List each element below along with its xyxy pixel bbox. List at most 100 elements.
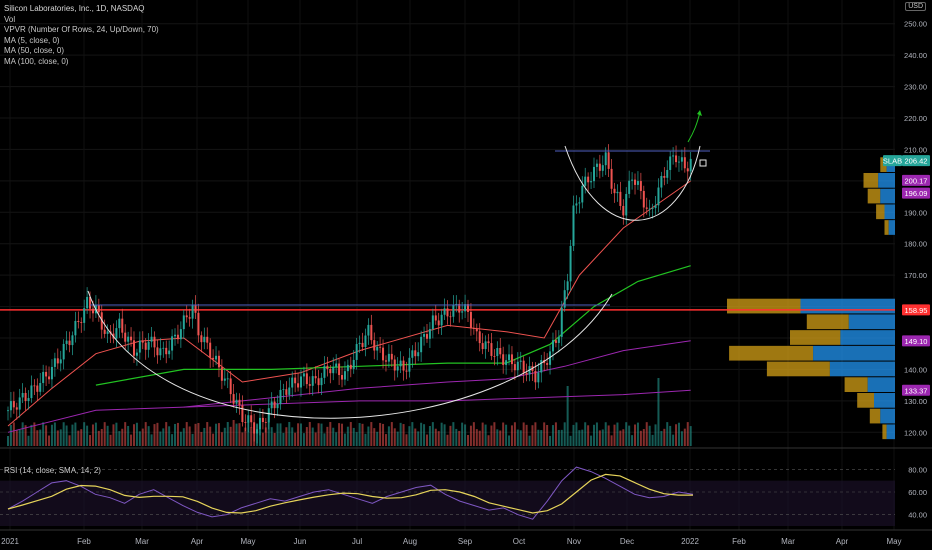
candle-body [215, 355, 218, 360]
rsi-pane: 80.00 60.00 40.00 [0, 465, 927, 526]
volume-bar [223, 427, 226, 446]
vpvr-bar-up [880, 408, 895, 424]
volume-bar [261, 432, 264, 446]
price-axis[interactable]: 120.00130.00140.00150.00160.00170.00180.… [883, 20, 930, 438]
candle-body [194, 304, 197, 313]
candle-body [484, 341, 487, 350]
ma-lower-line [7, 389, 691, 433]
candle-body [519, 360, 522, 362]
volume-bar [285, 427, 288, 446]
volume-bar [220, 432, 223, 446]
candle-body [9, 401, 12, 411]
volume-bar [478, 430, 481, 446]
candle-body [343, 371, 346, 380]
volume-bar [595, 422, 598, 446]
volume-bar [27, 435, 30, 446]
volume-bar [235, 423, 238, 446]
volume-bar [502, 422, 505, 446]
time-axis[interactable]: 2021 Feb Mar Apr May Jun Jul Aug Sep Oct Nov Dec 202… [1, 537, 901, 546]
volume-bar [677, 422, 680, 446]
volume-bar [197, 423, 200, 446]
time-tick-label: Aug [403, 537, 417, 546]
candle-body [455, 303, 458, 305]
candle-body [300, 376, 302, 388]
candle-body [294, 377, 297, 384]
candle-body [513, 364, 516, 371]
rsi-tick-label: 80.00 [908, 465, 927, 474]
candle-body [402, 360, 405, 371]
upper-cup-curve [564, 145, 701, 221]
volume-bar [346, 426, 349, 446]
candle-body [616, 191, 619, 194]
vpvr-bar-down [882, 424, 887, 440]
vpvr-bar-down [867, 188, 881, 204]
candle-body [141, 340, 144, 343]
volume-bar [349, 422, 352, 446]
candle-body [147, 341, 150, 350]
volume-bar [232, 420, 235, 446]
volume-bar [276, 423, 279, 446]
candle-body [499, 348, 502, 355]
volume-bar [417, 431, 420, 446]
volume-bar [443, 424, 446, 446]
candle-body [578, 202, 581, 204]
candle-body [112, 333, 115, 339]
volume-bar [39, 429, 42, 446]
volume-bar [566, 386, 569, 446]
legend-item: VPVR (Number Of Rows, 24, Up/Down, 70) [4, 25, 159, 34]
candle-body [399, 360, 402, 367]
candle-body [341, 375, 344, 380]
volume-bar [408, 426, 411, 446]
candle-body [273, 401, 276, 409]
candle-body [651, 208, 654, 209]
volume-bar [563, 422, 566, 446]
price-label-tag [902, 187, 930, 199]
candle-body [250, 415, 253, 423]
volume-bar [449, 425, 452, 446]
volume-bar [33, 422, 36, 446]
volume-bar [212, 433, 215, 446]
candle-body [393, 359, 396, 371]
volume-bar [420, 422, 423, 446]
volume-bar [554, 422, 557, 446]
candle-body [335, 363, 338, 367]
volume-bar [329, 422, 332, 446]
volume-bar [405, 434, 408, 446]
volume-bar [490, 425, 493, 446]
volume-bar [302, 433, 305, 446]
time-tick-label: May [886, 537, 901, 546]
price-tick-label: 180.00 [904, 240, 927, 249]
volume-bar [341, 423, 344, 446]
candle-body [610, 168, 613, 189]
candle-body [56, 358, 59, 364]
candle-body [83, 308, 86, 323]
price-label-tag [902, 174, 930, 186]
volume-bar [100, 428, 103, 446]
volume-bar [206, 422, 209, 446]
candle-body [21, 392, 24, 398]
candle-body [7, 410, 9, 412]
volume-bar [226, 422, 229, 446]
candle-body [566, 281, 569, 291]
volume-bar [121, 428, 124, 446]
vpvr-bar-down [857, 393, 874, 408]
volume-bar [569, 435, 572, 446]
volume-bar [288, 422, 291, 446]
candle-body [461, 311, 464, 313]
candle-body [53, 358, 56, 367]
volume-bar [584, 422, 587, 446]
vpvr-bar-up [840, 330, 895, 345]
volume-bar [505, 424, 508, 446]
vpvr-bar-up [880, 188, 895, 204]
candle-body [598, 163, 601, 171]
price-tick-label: 140.00 [904, 365, 927, 374]
candle-body [493, 355, 496, 357]
volume-bar [382, 423, 385, 446]
volume-bar [361, 423, 364, 446]
candle-body [437, 320, 440, 326]
volume-bar [162, 428, 165, 446]
volume-bar [109, 434, 112, 446]
currency-unit[interactable]: USD [905, 2, 926, 11]
candle-body [191, 304, 194, 319]
